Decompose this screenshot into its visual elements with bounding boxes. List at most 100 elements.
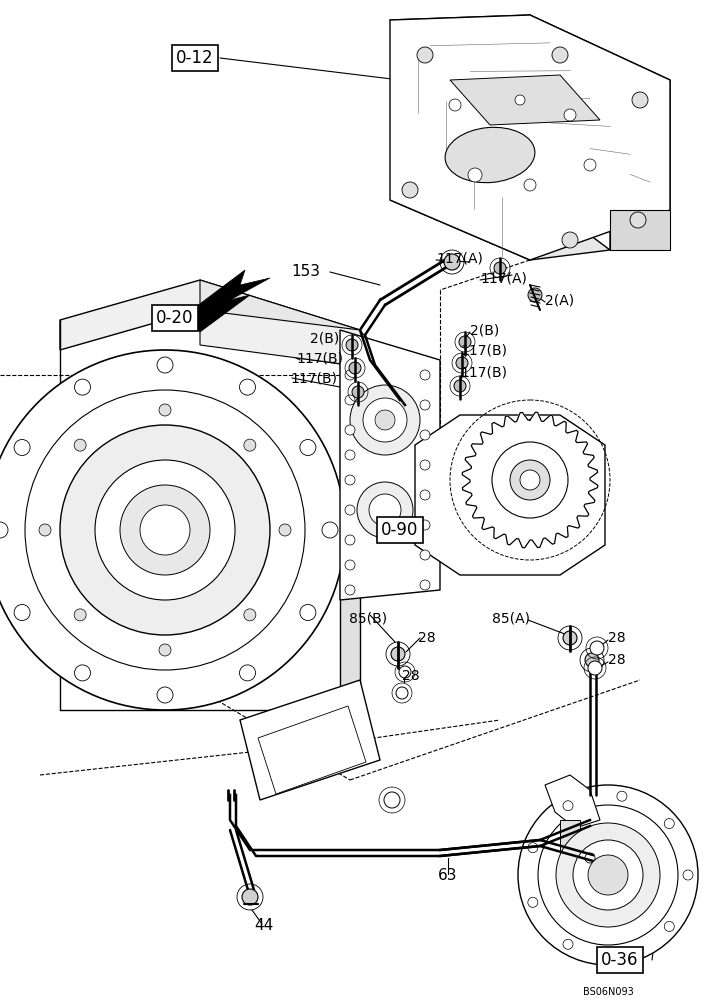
- Circle shape: [564, 109, 576, 121]
- Text: 0-36: 0-36: [601, 951, 639, 969]
- Circle shape: [75, 665, 91, 681]
- Circle shape: [665, 819, 674, 829]
- Circle shape: [665, 921, 674, 931]
- Polygon shape: [185, 270, 270, 332]
- Circle shape: [345, 505, 355, 515]
- Text: 28: 28: [608, 653, 626, 667]
- Text: 44: 44: [254, 918, 274, 934]
- Circle shape: [617, 949, 627, 959]
- Text: 28: 28: [608, 631, 626, 645]
- Circle shape: [420, 400, 430, 410]
- Circle shape: [244, 609, 256, 621]
- Text: 63: 63: [439, 868, 458, 884]
- Circle shape: [375, 410, 395, 430]
- Circle shape: [0, 522, 8, 538]
- Circle shape: [39, 524, 51, 536]
- Circle shape: [345, 425, 355, 435]
- Polygon shape: [610, 80, 670, 250]
- Circle shape: [352, 386, 364, 398]
- Circle shape: [242, 889, 258, 905]
- Text: 2(A): 2(A): [545, 293, 574, 307]
- Text: 117(A): 117(A): [436, 251, 483, 265]
- Polygon shape: [390, 190, 610, 260]
- Circle shape: [239, 665, 256, 681]
- Circle shape: [468, 168, 482, 182]
- Circle shape: [563, 631, 577, 645]
- Circle shape: [279, 524, 291, 536]
- Text: 0-20: 0-20: [156, 309, 194, 327]
- Circle shape: [60, 425, 270, 635]
- Text: 117(A): 117(A): [480, 271, 527, 285]
- Circle shape: [420, 520, 430, 530]
- Circle shape: [300, 440, 316, 456]
- Text: BS06N093: BS06N093: [583, 987, 634, 997]
- Text: 85(A): 85(A): [492, 611, 530, 625]
- Polygon shape: [60, 280, 360, 360]
- Circle shape: [449, 99, 461, 111]
- Circle shape: [573, 840, 643, 910]
- Circle shape: [585, 653, 599, 667]
- Polygon shape: [545, 775, 600, 828]
- Circle shape: [683, 870, 693, 880]
- Circle shape: [552, 47, 568, 63]
- Circle shape: [563, 939, 573, 949]
- Polygon shape: [610, 210, 670, 250]
- Circle shape: [157, 357, 173, 373]
- Polygon shape: [463, 412, 598, 548]
- Circle shape: [492, 442, 568, 518]
- Circle shape: [520, 470, 540, 490]
- Circle shape: [459, 336, 471, 348]
- Polygon shape: [200, 280, 360, 360]
- Circle shape: [14, 440, 30, 456]
- Circle shape: [630, 212, 646, 228]
- Circle shape: [363, 398, 407, 442]
- Text: 2(B): 2(B): [310, 331, 339, 345]
- Text: 117(B): 117(B): [296, 351, 343, 365]
- Text: 117(B): 117(B): [460, 343, 507, 357]
- Circle shape: [322, 522, 338, 538]
- Circle shape: [74, 609, 86, 621]
- Polygon shape: [340, 330, 360, 700]
- Text: 117(B): 117(B): [460, 365, 507, 379]
- Circle shape: [632, 92, 648, 108]
- Circle shape: [95, 460, 235, 600]
- Circle shape: [456, 357, 468, 369]
- Circle shape: [524, 179, 536, 191]
- Text: 0-12: 0-12: [176, 49, 214, 67]
- Circle shape: [399, 666, 411, 678]
- Polygon shape: [258, 706, 366, 794]
- Circle shape: [345, 560, 355, 570]
- Circle shape: [515, 95, 525, 105]
- Circle shape: [350, 385, 420, 455]
- Circle shape: [420, 460, 430, 470]
- Circle shape: [444, 254, 460, 270]
- Circle shape: [345, 535, 355, 545]
- Text: 85(B): 85(B): [349, 611, 387, 625]
- Polygon shape: [560, 820, 580, 870]
- Circle shape: [239, 379, 256, 395]
- Circle shape: [345, 370, 355, 380]
- Circle shape: [391, 647, 405, 661]
- Text: 28: 28: [418, 631, 436, 645]
- Circle shape: [528, 897, 538, 907]
- Circle shape: [494, 262, 506, 274]
- Polygon shape: [240, 680, 380, 800]
- Circle shape: [357, 482, 413, 538]
- Text: 117(B): 117(B): [290, 371, 337, 385]
- Circle shape: [0, 350, 345, 710]
- Circle shape: [14, 604, 30, 620]
- Circle shape: [396, 687, 408, 699]
- Circle shape: [300, 604, 316, 620]
- Polygon shape: [450, 75, 600, 125]
- Polygon shape: [390, 15, 670, 260]
- Circle shape: [420, 430, 430, 440]
- Circle shape: [584, 159, 596, 171]
- Circle shape: [345, 585, 355, 595]
- Circle shape: [369, 494, 401, 526]
- Circle shape: [345, 450, 355, 460]
- Polygon shape: [340, 330, 440, 600]
- Circle shape: [420, 370, 430, 380]
- Circle shape: [157, 687, 173, 703]
- Circle shape: [538, 805, 678, 945]
- Circle shape: [244, 439, 256, 451]
